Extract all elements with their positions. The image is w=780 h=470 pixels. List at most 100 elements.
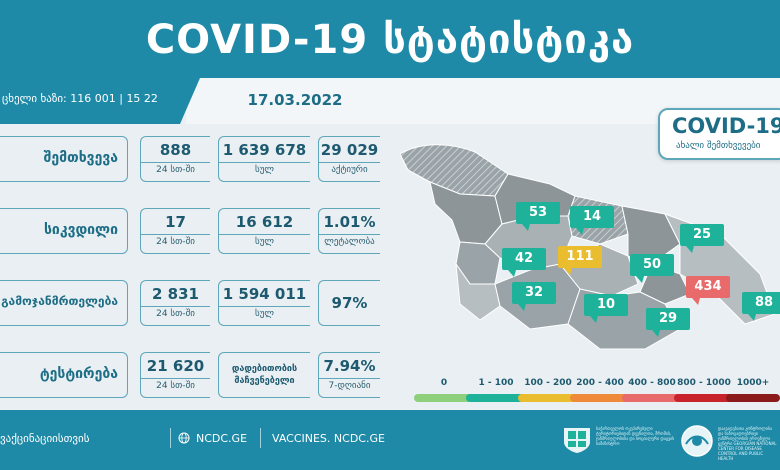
hotline-panel <box>0 78 200 124</box>
stats-row-recovered: გამოჯანმრთელება 2 831 24 სთ-ში 1 594 011… <box>0 268 390 338</box>
region-count-bubble: 32 <box>512 282 556 311</box>
legend-label: 0 <box>440 378 448 388</box>
legend-item: 1 - 100 <box>466 378 526 402</box>
stat-caption: სულ <box>219 306 310 319</box>
region-count-bubble: 434 <box>686 276 730 305</box>
map-legend: 0 1 - 100 100 - 200 200 - 400 400 - 800 … <box>414 378 780 406</box>
stat-value: 1 639 678 <box>222 141 307 159</box>
footer-link-vaccines[interactable]: VACCINES. NCDC.GE <box>272 432 385 445</box>
legend-swatch <box>518 394 578 402</box>
stat-cell: 21 620 24 სთ-ში <box>140 352 210 398</box>
map-panel: COVID-19 ახალი შემთხვევები 53 14 25 42 1… <box>390 108 780 410</box>
region-count-bubble: 50 <box>630 254 674 283</box>
hotline-text: ცხელი ხაზი: 116 001 | 15 22 <box>2 92 158 105</box>
stat-cell: 17 24 სთ-ში <box>140 208 210 254</box>
legend-item: 400 - 800 <box>622 378 682 402</box>
footer-divider <box>170 428 171 448</box>
legend-swatch <box>414 394 474 402</box>
positivity-label: დადებითობის მაჩვენებელი <box>231 364 298 386</box>
category-label: სიკვდილი <box>43 222 118 238</box>
stat-caption: სულ <box>219 162 310 175</box>
stat-value: 1 594 011 <box>222 285 307 303</box>
stat-cell: 7.94% 7-დღიანი <box>318 352 380 398</box>
stat-caption: 24 სთ-ში <box>141 162 210 175</box>
footer-bar: ვაქცინაციისთვის NCDC.GE VACCINES. NCDC.G… <box>0 410 780 470</box>
footer-link-ncdc[interactable]: NCDC.GE <box>196 432 248 445</box>
region-count-bubble: 29 <box>646 308 690 337</box>
legend-item: 100 - 200 <box>518 378 578 402</box>
stat-cell: 97% <box>318 280 380 326</box>
legend-item: 800 - 1000 <box>674 378 734 402</box>
region-count-bubble: 10 <box>584 294 628 323</box>
stat-value: 1.01% <box>323 213 376 231</box>
stat-value: 17 <box>165 213 186 231</box>
stats-row-testing: ტესტირება 21 620 24 სთ-ში დადებითობის მა… <box>0 340 390 410</box>
legend-item: 1000+ <box>726 378 780 402</box>
region-count-bubble: 14 <box>570 206 614 235</box>
header-banner: COVID-19 სტატისტიკა <box>0 0 780 78</box>
globe-icon <box>178 432 190 444</box>
footer-divider <box>260 428 261 448</box>
legend-label: 400 - 800 <box>628 378 676 388</box>
stat-value: 29 029 <box>320 141 379 159</box>
category-box <box>0 208 128 254</box>
stat-cell: 29 029 აქტიური <box>318 136 380 182</box>
stat-cell: დადებითობის მაჩვენებელი <box>218 352 310 398</box>
stat-cell: 2 831 24 სთ-ში <box>140 280 210 326</box>
stat-caption: 24 სთ-ში <box>141 234 210 247</box>
legend-swatch <box>466 394 526 402</box>
category-label: გამოჯანმრთელება <box>1 294 118 308</box>
stat-value: 7.94% <box>323 357 376 375</box>
stat-caption: ლეტალობა <box>319 234 380 247</box>
region-count-bubble: 53 <box>516 202 560 231</box>
legend-swatch <box>622 394 682 402</box>
report-date: 17.03.2022 <box>247 91 343 109</box>
stat-value: 16 612 <box>235 213 294 231</box>
legend-label: 1000+ <box>736 378 770 388</box>
legend-swatch <box>726 394 780 402</box>
stat-caption: 24 სთ-ში <box>141 306 210 319</box>
map-badge-title: COVID-19 <box>672 114 780 138</box>
stats-table: შემთხვევა 888 24 სთ-ში 1 639 678 სულ 29 … <box>0 124 390 410</box>
legend-item: 0 <box>414 378 474 402</box>
stat-value: 21 620 <box>146 357 205 375</box>
category-box <box>0 136 128 182</box>
stat-cell: 1 594 011 სულ <box>218 280 310 326</box>
stat-cell: 1 639 678 სულ <box>218 136 310 182</box>
stats-row-deaths: სიკვდილი 17 24 სთ-ში 16 612 სულ 1.01% ლე… <box>0 196 390 266</box>
stat-value: 888 <box>159 141 192 159</box>
legend-swatch <box>674 394 734 402</box>
stat-caption: სულ <box>219 234 310 247</box>
region-count-bubble: 88 <box>742 292 780 321</box>
legend-swatch <box>570 394 630 402</box>
legend-label: 100 - 200 <box>524 378 572 388</box>
ministry-logo-text: საქართველოს ოკუპირებული ტერიტორიებიდან დ… <box>596 426 675 446</box>
category-label: ტესტირება <box>39 366 118 382</box>
subheader: ცხელი ხაზი: 116 001 | 15 22 17.03.2022 <box>0 78 780 124</box>
page-title: COVID-19 სტატისტიკა <box>145 17 635 63</box>
stat-value: 97% <box>331 294 368 312</box>
map-badge: COVID-19 ახალი შემთხვევები <box>658 108 780 160</box>
footer-vaccination-text: ვაქცინაციისთვის <box>0 432 90 445</box>
stat-value: 2 831 <box>152 285 199 303</box>
ncdc-logo-icon <box>681 425 713 457</box>
legend-label: 800 - 1000 <box>677 378 731 388</box>
region-count-bubble: 25 <box>680 224 724 253</box>
map-region-abkhazia <box>399 144 509 197</box>
category-box <box>0 280 128 326</box>
ncdc-logo-text: დაავადებათა კონტროლისა და საზოგადოებრივი… <box>718 426 777 461</box>
stat-cell: 16 612 სულ <box>218 208 310 254</box>
stat-cell: 888 24 სთ-ში <box>140 136 210 182</box>
stat-cell: 1.01% ლეტალობა <box>318 208 380 254</box>
map-badge-subtitle: ახალი შემთხვევები <box>676 141 761 151</box>
ministry-logo-icon <box>564 428 590 453</box>
region-count-bubble: 111 <box>558 246 602 275</box>
category-label: შემთხვევა <box>43 150 118 166</box>
legend-label: 1 - 100 <box>478 378 514 388</box>
stat-caption: 24 სთ-ში <box>141 378 210 391</box>
stat-caption: აქტიური <box>319 162 380 175</box>
category-box <box>0 352 128 398</box>
stats-row-cases: შემთხვევა 888 24 სთ-ში 1 639 678 სულ 29 … <box>0 124 390 194</box>
legend-item: 200 - 400 <box>570 378 630 402</box>
legend-label: 200 - 400 <box>576 378 624 388</box>
